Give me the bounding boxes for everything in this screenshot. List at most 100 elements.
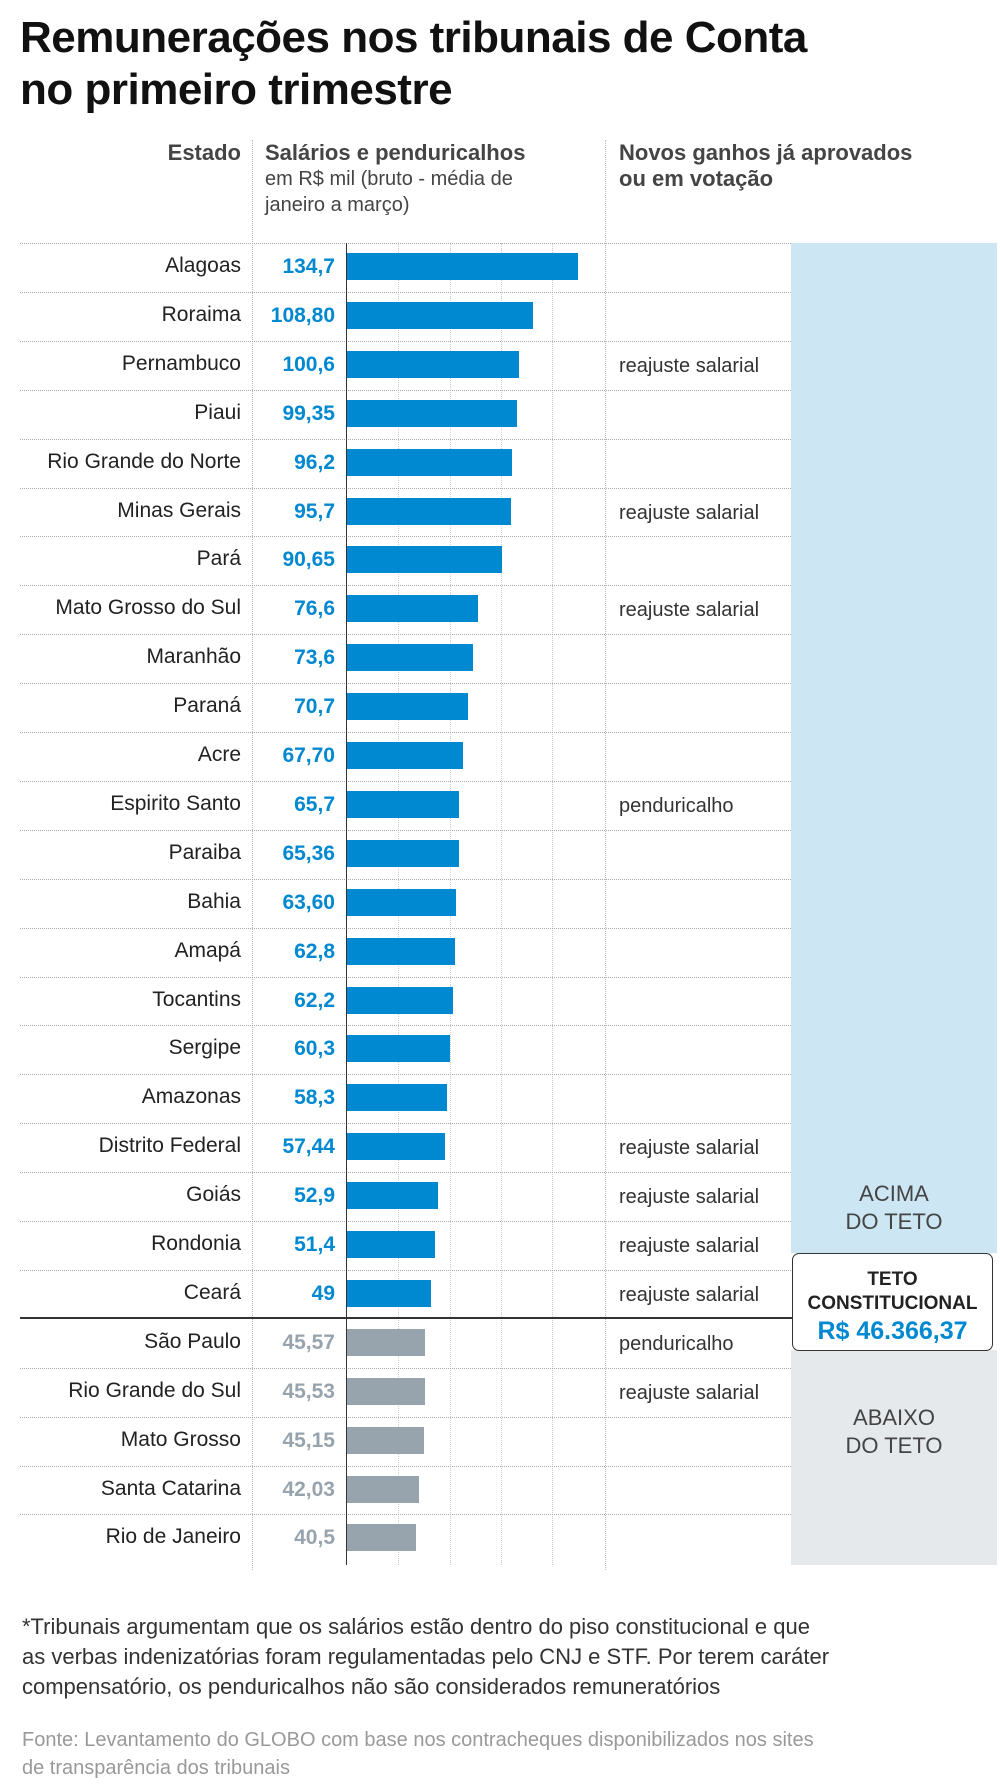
gain-note: reajuste salarial bbox=[619, 354, 760, 377]
bar bbox=[347, 301, 534, 329]
row-divider bbox=[20, 340, 791, 342]
gain-note: reajuste salarial bbox=[619, 599, 760, 622]
header-salary-sub-2: janeiro a março) bbox=[265, 194, 410, 216]
bar bbox=[347, 888, 456, 916]
row-divider bbox=[20, 585, 791, 587]
footnote-line: compensatório, os penduricalhos não são … bbox=[22, 1674, 721, 1699]
row-divider bbox=[20, 1367, 791, 1369]
above-ceiling-panel bbox=[791, 243, 997, 1253]
gridline bbox=[552, 243, 554, 1565]
state-label: Maranhão bbox=[146, 645, 241, 669]
state-label: Rio Grande do Norte bbox=[47, 449, 241, 473]
below-line-1: ABAIXO bbox=[853, 1405, 935, 1430]
state-label: Alagoas bbox=[165, 254, 241, 277]
row-divider bbox=[20, 487, 791, 489]
state-label: Paraiba bbox=[168, 840, 241, 864]
gain-note: reajuste salarial bbox=[619, 1381, 760, 1404]
value-label: 95,7 bbox=[294, 499, 335, 523]
ceiling-label-2: CONSTITUCIONAL bbox=[807, 1293, 978, 1314]
row-divider bbox=[20, 732, 791, 733]
below-ceiling-label: ABAIXO DO TETO bbox=[791, 1404, 997, 1460]
state-label: Paraná bbox=[173, 694, 241, 718]
state-label: Rondonia bbox=[151, 1232, 241, 1255]
bar bbox=[347, 1035, 451, 1063]
source-line: de transparência dos tribunais bbox=[22, 1757, 290, 1779]
bar bbox=[347, 1377, 425, 1405]
value-label: 99,35 bbox=[282, 401, 335, 425]
state-label: Ceará bbox=[183, 1280, 241, 1304]
row-divider bbox=[20, 1221, 791, 1222]
above-line-1: ACIMA bbox=[859, 1181, 929, 1206]
row-divider bbox=[20, 1269, 791, 1271]
source-line: Fonte: Levantamento do GLOBO com base no… bbox=[22, 1729, 814, 1751]
state-label: Acre bbox=[197, 743, 241, 766]
row-divider bbox=[20, 1416, 791, 1418]
bar bbox=[347, 937, 455, 965]
row-divider bbox=[20, 634, 791, 636]
ceiling-value: R$ 46.366,37 bbox=[817, 1317, 968, 1345]
above-line-2: DO TETO bbox=[845, 1209, 943, 1234]
state-label: Minas Gerais bbox=[117, 498, 241, 522]
state-label: Mato Grosso do Sul bbox=[55, 596, 241, 620]
gain-note: penduricalho bbox=[619, 794, 734, 817]
gain-note: reajuste salarial bbox=[619, 501, 760, 524]
row-divider bbox=[20, 291, 791, 293]
bar bbox=[347, 1279, 431, 1307]
bar bbox=[347, 448, 512, 476]
bar bbox=[347, 1133, 446, 1161]
below-ceiling-panel bbox=[791, 1350, 997, 1565]
value-label: 62,2 bbox=[294, 988, 335, 1012]
row-divider bbox=[20, 829, 791, 831]
row-divider bbox=[20, 243, 791, 244]
ceiling-box: TETO CONSTITUCIONAL R$ 46.366,37 bbox=[792, 1253, 993, 1351]
row-divider bbox=[20, 1074, 791, 1076]
ceiling-label-1: TETO bbox=[867, 1269, 918, 1290]
bar bbox=[347, 595, 479, 623]
state-label: Piaui bbox=[194, 400, 241, 424]
bar bbox=[347, 1328, 425, 1356]
state-label: Mato Grosso bbox=[120, 1427, 241, 1451]
bar bbox=[347, 399, 518, 427]
bar bbox=[347, 839, 459, 867]
row-divider bbox=[20, 1465, 791, 1467]
value-label: 100,6 bbox=[282, 352, 335, 376]
value-label: 76,6 bbox=[294, 597, 335, 621]
bar bbox=[347, 644, 473, 672]
value-label: 57,44 bbox=[282, 1135, 335, 1159]
value-label: 45,15 bbox=[282, 1428, 335, 1452]
row-divider bbox=[20, 1123, 791, 1125]
row-divider bbox=[20, 927, 791, 929]
footnote-line: *Tribunais argumentam que os salários es… bbox=[22, 1614, 810, 1639]
row-divider bbox=[20, 878, 791, 880]
bar-axis bbox=[346, 243, 347, 1565]
value-label: 96,2 bbox=[294, 450, 335, 474]
value-label: 73,6 bbox=[294, 646, 335, 670]
header-salary: Salários e penduricalhos em R$ mil (brut… bbox=[265, 140, 525, 218]
row-divider bbox=[20, 438, 791, 440]
below-line-2: DO TETO bbox=[845, 1433, 943, 1458]
header-state: Estado bbox=[167, 140, 241, 165]
header-gains-2: ou em votação bbox=[619, 166, 774, 191]
row-divider bbox=[20, 1514, 791, 1516]
column-divider bbox=[252, 140, 253, 1570]
value-label: 65,7 bbox=[294, 792, 335, 816]
row-divider bbox=[20, 976, 791, 978]
state-label: Amazonas bbox=[141, 1085, 241, 1109]
source: Fonte: Levantamento do GLOBO com base no… bbox=[22, 1726, 982, 1782]
bar bbox=[347, 1426, 425, 1454]
value-label: 40,5 bbox=[294, 1526, 335, 1550]
bar bbox=[347, 546, 503, 574]
bar bbox=[347, 742, 463, 769]
bar bbox=[347, 693, 469, 721]
gain-note: reajuste salarial bbox=[619, 1186, 760, 1209]
bar bbox=[347, 1182, 438, 1210]
value-label: 51,4 bbox=[294, 1233, 335, 1256]
gridline bbox=[501, 243, 503, 1565]
bar bbox=[347, 986, 454, 1014]
bar bbox=[347, 350, 520, 378]
footnote: *Tribunais argumentam que os salários es… bbox=[22, 1612, 982, 1702]
value-label: 42,03 bbox=[282, 1477, 335, 1501]
bar bbox=[347, 1084, 447, 1112]
bar bbox=[347, 1231, 435, 1258]
value-label: 58,3 bbox=[294, 1086, 335, 1110]
